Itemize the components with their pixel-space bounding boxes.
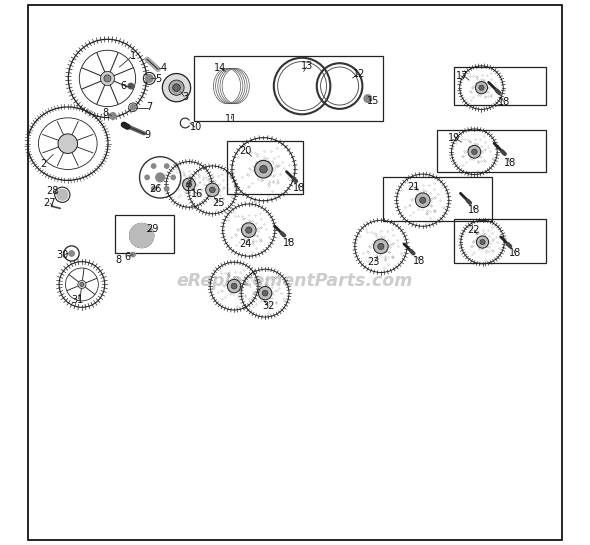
Text: 11: 11	[225, 114, 237, 124]
Bar	[454, 67, 546, 105]
Circle shape	[171, 175, 175, 179]
Bar	[454, 219, 546, 263]
Bar	[437, 130, 546, 172]
Circle shape	[480, 239, 485, 245]
Text: 28: 28	[47, 186, 59, 196]
Circle shape	[58, 134, 77, 154]
Circle shape	[260, 166, 267, 173]
Text: 29: 29	[146, 224, 159, 234]
Circle shape	[468, 146, 481, 158]
Circle shape	[152, 186, 156, 191]
Circle shape	[415, 193, 430, 208]
Text: 4: 4	[160, 63, 166, 73]
Circle shape	[258, 287, 272, 300]
Circle shape	[419, 197, 426, 203]
Circle shape	[241, 223, 256, 238]
Text: 18: 18	[283, 238, 296, 247]
Circle shape	[209, 187, 215, 193]
Text: 18: 18	[293, 183, 306, 193]
Circle shape	[227, 280, 241, 293]
Text: 5: 5	[155, 74, 161, 84]
Text: 14: 14	[214, 63, 226, 73]
Text: 10: 10	[190, 123, 202, 132]
Circle shape	[100, 71, 114, 86]
Circle shape	[231, 283, 237, 289]
Text: 8: 8	[103, 108, 109, 118]
Circle shape	[378, 243, 384, 250]
Circle shape	[130, 223, 153, 247]
Circle shape	[69, 251, 74, 256]
Text: 8: 8	[115, 255, 122, 265]
Bar	[227, 141, 303, 193]
Circle shape	[206, 183, 219, 197]
Text: 20: 20	[239, 146, 251, 156]
Bar	[114, 215, 174, 253]
Text: 22: 22	[467, 225, 480, 235]
Text: 18: 18	[413, 256, 425, 265]
Circle shape	[80, 282, 84, 287]
Circle shape	[173, 84, 181, 92]
Text: 18: 18	[498, 97, 510, 107]
Text: 2: 2	[41, 159, 47, 169]
Text: 30: 30	[56, 250, 68, 260]
Circle shape	[131, 252, 135, 257]
Circle shape	[165, 164, 169, 168]
Circle shape	[186, 181, 192, 187]
Text: 7: 7	[146, 102, 152, 112]
Circle shape	[104, 75, 111, 82]
Circle shape	[245, 227, 252, 233]
Text: 1: 1	[130, 51, 136, 61]
Circle shape	[146, 75, 153, 82]
Circle shape	[477, 236, 489, 248]
Circle shape	[479, 85, 484, 90]
Circle shape	[364, 95, 372, 102]
Circle shape	[110, 113, 116, 119]
Circle shape	[78, 280, 86, 288]
Text: eReplacementParts.com: eReplacementParts.com	[177, 271, 413, 289]
Circle shape	[182, 178, 195, 191]
Text: 16: 16	[191, 189, 204, 199]
Text: 31: 31	[71, 295, 84, 305]
Text: 23: 23	[368, 257, 380, 267]
Circle shape	[169, 80, 184, 95]
Circle shape	[156, 173, 165, 181]
Text: 18: 18	[504, 158, 516, 168]
Text: 18: 18	[468, 205, 480, 215]
Bar	[195, 56, 383, 122]
Circle shape	[471, 149, 477, 155]
Text: 21: 21	[407, 181, 419, 192]
Text: 19: 19	[448, 132, 460, 143]
Text: 25: 25	[212, 198, 225, 208]
Circle shape	[373, 239, 388, 254]
Circle shape	[145, 175, 149, 179]
Circle shape	[152, 164, 156, 168]
Text: 18: 18	[509, 249, 522, 258]
Text: 6: 6	[124, 252, 130, 262]
Text: 26: 26	[149, 184, 162, 195]
Text: 13: 13	[301, 62, 314, 71]
Circle shape	[130, 105, 136, 110]
Circle shape	[162, 74, 191, 102]
Circle shape	[57, 189, 68, 200]
Text: 3: 3	[182, 93, 188, 102]
Circle shape	[128, 83, 133, 89]
Text: 24: 24	[239, 239, 251, 249]
Text: 32: 32	[263, 301, 275, 311]
Circle shape	[262, 290, 268, 296]
Text: 12: 12	[353, 69, 365, 79]
Text: 9: 9	[144, 130, 150, 140]
Circle shape	[476, 82, 487, 94]
Text: 27: 27	[43, 198, 55, 208]
Text: 15: 15	[367, 96, 379, 106]
Text: 17: 17	[456, 71, 468, 81]
Circle shape	[165, 186, 169, 191]
Text: 6: 6	[121, 81, 127, 91]
Circle shape	[255, 160, 273, 178]
Bar	[383, 177, 492, 221]
